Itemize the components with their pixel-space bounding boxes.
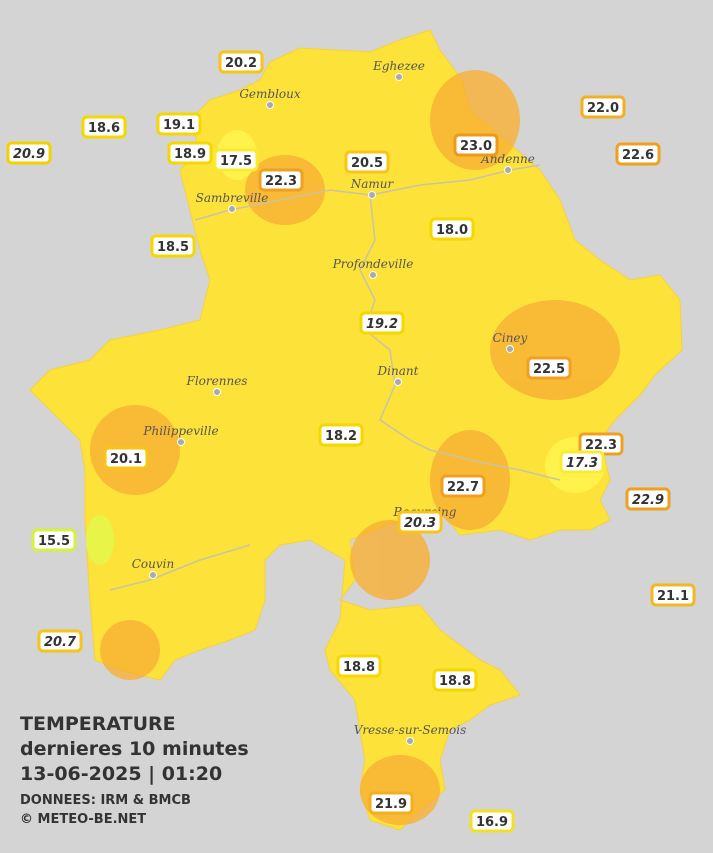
station-value: 19.1: [163, 118, 195, 133]
city-label: Philippeville: [142, 424, 218, 438]
station-box: [318, 423, 364, 447]
station-value: 21.1: [657, 589, 689, 604]
station-value: 18.5: [157, 240, 189, 255]
station-value: 18.0: [436, 223, 468, 238]
station-box: [397, 510, 443, 534]
caption: TEMPERATURE dernieres 10 minutes 13-06-2…: [20, 713, 249, 827]
station-value: 16.9: [476, 815, 508, 830]
station-box: [103, 446, 149, 470]
stations: 20.2 18.6 19.1 20.9 18.9 17.5 22.3 20.5 23.0 22.0…: [6, 50, 696, 833]
station-value: 22.9: [632, 493, 664, 508]
station-box: [559, 450, 605, 474]
city-label: Vresse-sur-Semois: [354, 723, 467, 737]
station-box: [167, 141, 213, 165]
station-value: 22.6: [622, 148, 654, 163]
city-label: Namur: [350, 177, 395, 191]
station-value: 20.2: [225, 56, 257, 71]
station-box: [213, 148, 259, 172]
station-value: 22.3: [265, 174, 297, 189]
city-label: Florennes: [186, 374, 248, 388]
city-dot: [506, 345, 514, 353]
city-label: Ciney: [493, 331, 528, 345]
station-box: [31, 528, 77, 552]
city-dot: [177, 438, 185, 446]
timestamp: 13-06-2025 | 01:20: [20, 763, 222, 785]
cool-zone: [86, 515, 114, 565]
title: TEMPERATURE: [20, 713, 176, 735]
station-box: [580, 95, 626, 119]
city-dot: [406, 737, 414, 745]
copyright: © METEO-BE.NET: [20, 812, 146, 827]
station-box: [336, 654, 382, 678]
city-label: Dinant: [377, 364, 419, 378]
station-box: [469, 809, 515, 833]
city-dot: [395, 73, 403, 81]
station-box: [526, 356, 572, 380]
station-value: 20.3: [404, 516, 436, 531]
city-dot: [369, 271, 377, 279]
station-value: 20.1: [110, 452, 142, 467]
station-box: [429, 217, 475, 241]
station-box: [432, 668, 478, 692]
station-value: 18.2: [325, 429, 357, 444]
city-dot: [266, 101, 274, 109]
station-value: 22.5: [533, 362, 565, 377]
city-label: Sambreville: [196, 191, 269, 205]
city-label: Couvin: [132, 557, 174, 571]
station-value: 18.9: [174, 147, 206, 162]
station-value: 17.5: [220, 154, 252, 169]
station-value: 20.7: [44, 635, 77, 650]
city-dot: [228, 205, 236, 213]
station-box: [37, 629, 83, 653]
city-label: Eghezee: [372, 59, 425, 73]
cities: EghezeeGemblouxAndenneNamurSambrevillePr…: [132, 59, 535, 745]
station-box: [615, 142, 661, 166]
station-value: 20.9: [13, 147, 45, 162]
station-value: 22.7: [447, 480, 479, 495]
subtitle: dernieres 10 minutes: [20, 738, 249, 760]
station-box: [650, 583, 696, 607]
station-box: [81, 115, 127, 139]
station-value: 19.2: [366, 317, 398, 332]
station-box: [258, 168, 304, 192]
station-value: 18.8: [439, 674, 471, 689]
source: DONNEES: IRM & BMCB: [20, 793, 191, 808]
station-box: [218, 50, 264, 74]
city-label: Profondeville: [332, 257, 414, 271]
station-box: [6, 141, 52, 165]
station-value: 22.0: [587, 101, 619, 116]
station-box: [359, 311, 405, 335]
city-dot: [213, 388, 221, 396]
station-value: 20.5: [351, 156, 383, 171]
station-box: [150, 234, 196, 258]
station-box: [453, 133, 499, 157]
station-value: 22.3: [585, 438, 617, 453]
station-value: 18.6: [88, 121, 120, 136]
station-value: 15.5: [38, 534, 70, 549]
station-box: [440, 474, 486, 498]
station-value: 21.9: [375, 797, 407, 812]
station-box: [368, 791, 414, 815]
city-dot: [149, 571, 157, 579]
city-label: Gembloux: [239, 87, 301, 101]
city-dot: [504, 166, 512, 174]
warm-zones: [90, 70, 620, 825]
city-dot: [394, 378, 402, 386]
station-value: 17.3: [566, 456, 598, 471]
station-box: [625, 487, 671, 511]
station-value: 18.8: [343, 660, 375, 675]
station-box: [344, 150, 390, 174]
station-box: [156, 112, 202, 136]
city-dot: [368, 191, 376, 199]
station-value: 23.0: [460, 139, 492, 154]
